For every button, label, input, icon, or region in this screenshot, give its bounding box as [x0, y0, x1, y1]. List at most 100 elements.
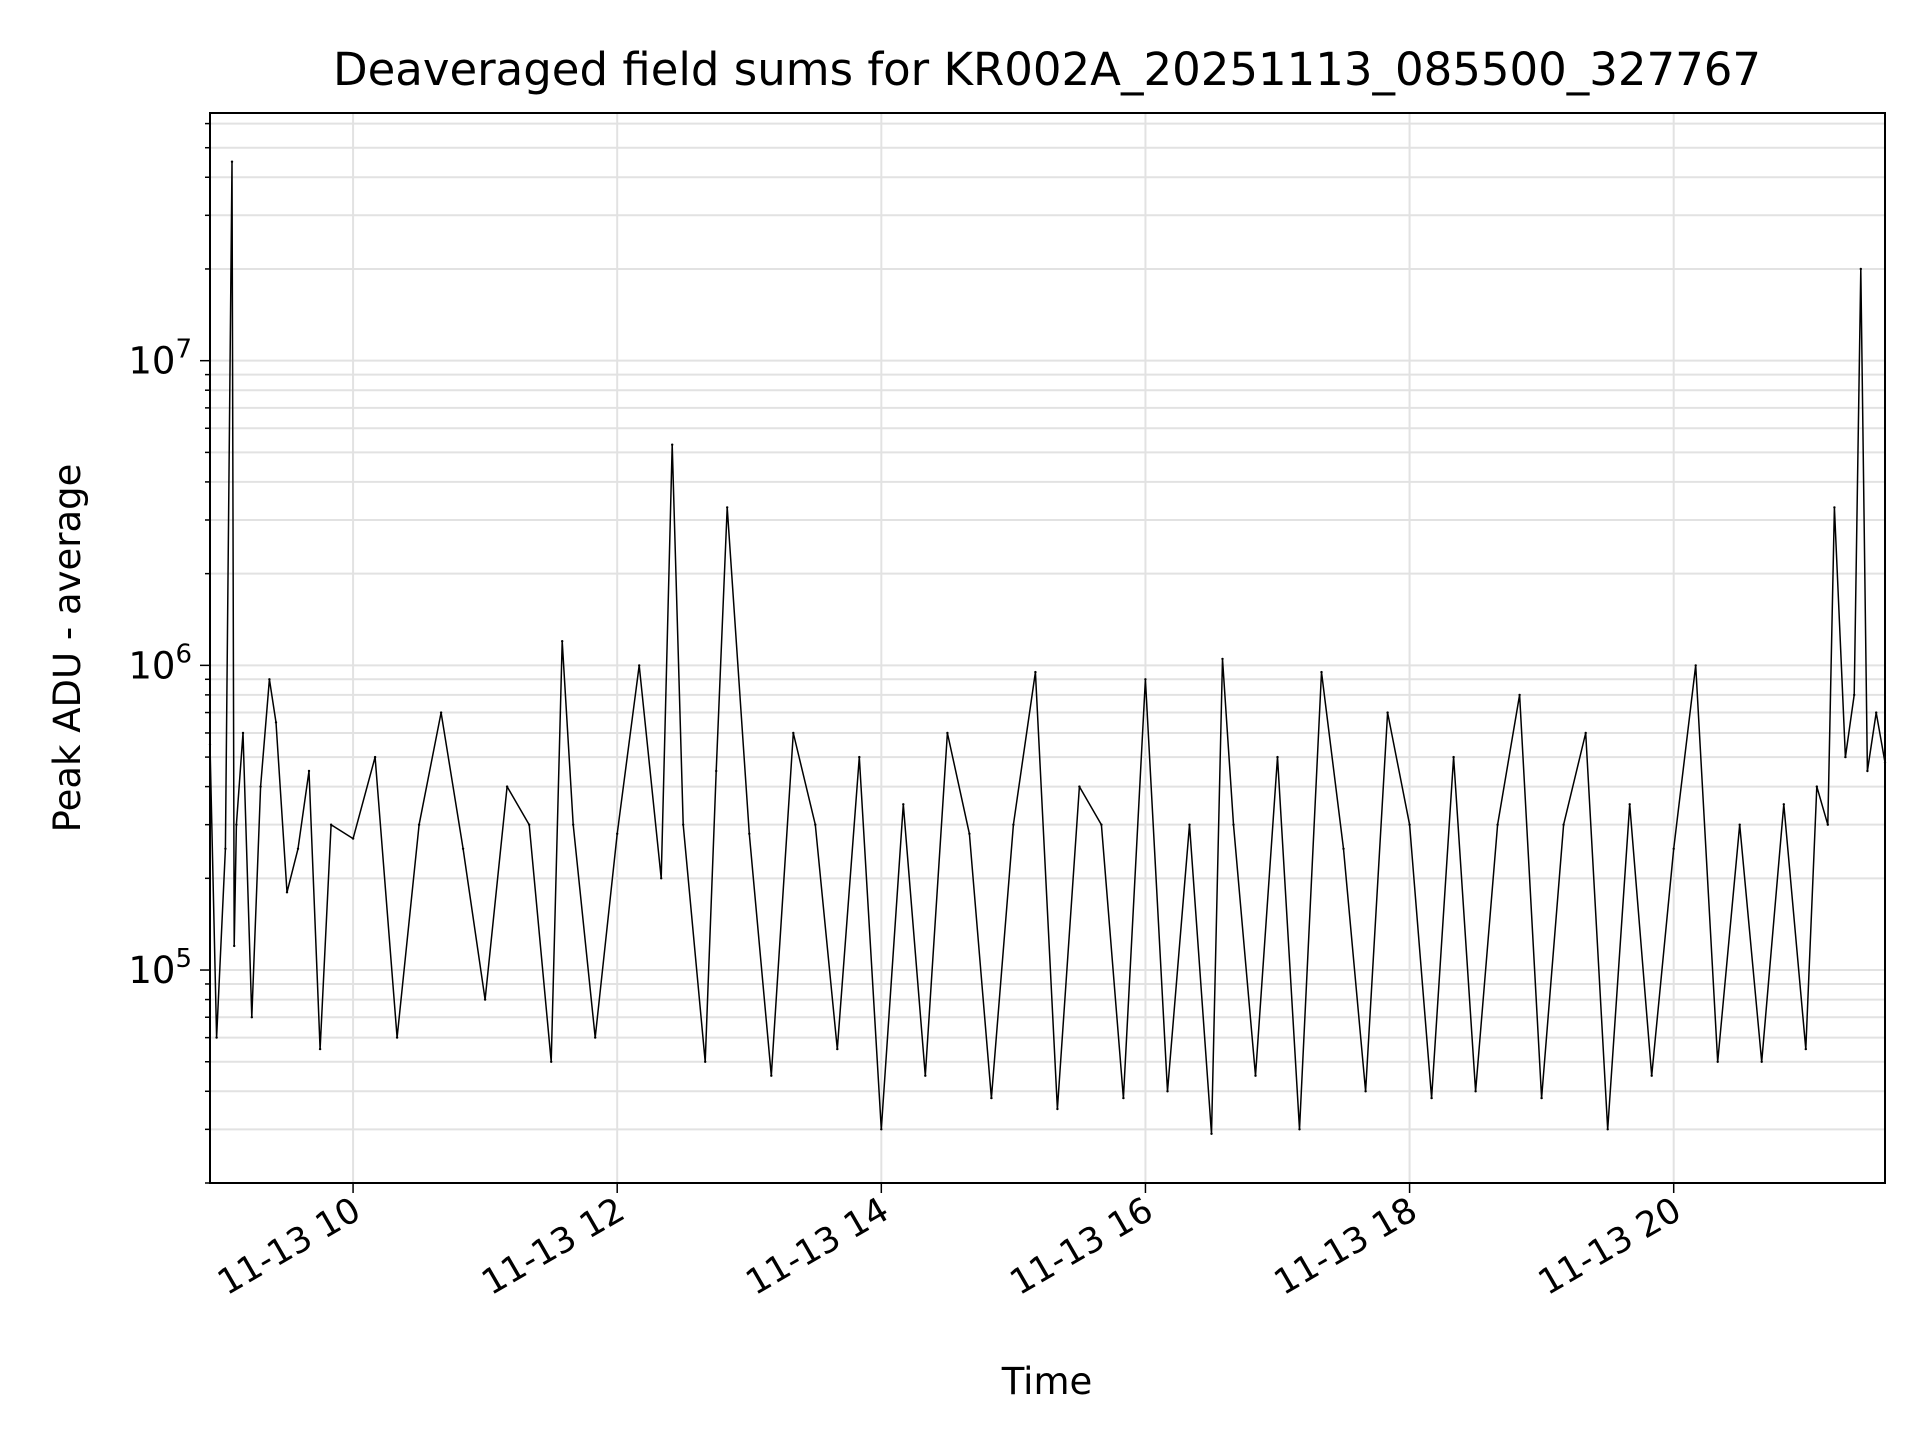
data-point	[572, 823, 575, 826]
data-point	[1815, 785, 1819, 788]
data-point	[233, 944, 236, 948]
data-point	[1782, 803, 1786, 806]
x-axis: 11-13 10 11-13 12 11-13 14 11-13 16 11-13 18…	[211, 1183, 1688, 1303]
data-point	[329, 823, 333, 826]
data-point	[1100, 823, 1103, 826]
data-point	[1760, 1060, 1763, 1064]
data-point	[230, 160, 234, 163]
data-point	[550, 1060, 553, 1064]
data-point	[1254, 1074, 1257, 1077]
y-tick-base: 10	[128, 949, 175, 992]
data-point	[814, 823, 817, 826]
data-point	[1320, 670, 1323, 674]
plot-frame	[209, 112, 1886, 1184]
data-point	[792, 731, 795, 735]
data-point	[638, 664, 641, 667]
data-point	[880, 1128, 883, 1131]
y-tick-base: 10	[128, 340, 175, 383]
data-point	[1694, 664, 1697, 667]
y-tick-label: 107	[128, 335, 192, 383]
data-point	[968, 832, 971, 835]
data-point	[1144, 678, 1147, 681]
data-point	[1408, 823, 1411, 826]
data-point	[1496, 823, 1499, 826]
data-point	[1364, 1090, 1367, 1093]
data-point	[1826, 823, 1830, 826]
x-tick-label: 11-13 10	[211, 1190, 367, 1303]
data-point	[1474, 1090, 1477, 1093]
data-point	[715, 769, 718, 773]
data-point	[726, 506, 729, 509]
data-point	[1518, 693, 1521, 697]
data-point	[1866, 769, 1869, 773]
data-point	[770, 1074, 773, 1077]
data-point	[373, 755, 377, 759]
data-point	[1342, 847, 1345, 850]
series-line	[209, 160, 1886, 1135]
data-point	[671, 443, 674, 446]
data-point	[461, 847, 465, 850]
data-point	[1875, 711, 1878, 714]
data-point	[274, 721, 278, 724]
y-tick-exponent: 7	[175, 335, 192, 365]
data-point	[704, 1060, 707, 1064]
data-point	[439, 711, 443, 714]
data-point	[1232, 823, 1235, 826]
data-point	[1716, 1060, 1719, 1064]
data-point	[616, 832, 619, 835]
data-point	[285, 891, 289, 894]
data-point	[296, 847, 300, 850]
data-point	[1844, 755, 1847, 759]
data-point	[1221, 657, 1224, 661]
data-point	[1859, 267, 1863, 271]
data-point	[858, 755, 861, 759]
data-point	[307, 769, 311, 773]
x-axis-label: Time	[1001, 1360, 1093, 1403]
data-point	[268, 678, 271, 681]
data-point	[1386, 711, 1389, 714]
data-point	[1804, 1047, 1808, 1051]
x-tick-label: 11-13 14	[740, 1190, 896, 1303]
data-point	[1540, 1096, 1543, 1100]
data-point	[1452, 755, 1455, 759]
x-tick-label: 11-13 18	[1268, 1190, 1424, 1303]
data-point	[1584, 731, 1587, 735]
data-point	[215, 1036, 218, 1039]
data-point	[1166, 1090, 1169, 1093]
data-point	[1012, 823, 1015, 826]
data-point	[1606, 1128, 1609, 1131]
data-point	[259, 785, 262, 788]
plot-background	[210, 113, 1885, 1183]
data-point	[1276, 755, 1279, 759]
x-tick-label: 11-13 20	[1532, 1190, 1688, 1303]
data-point	[528, 823, 531, 826]
data-point	[318, 1047, 322, 1051]
data-point	[561, 640, 564, 643]
data-point	[1672, 847, 1675, 850]
data-point	[1056, 1107, 1059, 1111]
y-tick-base: 10	[128, 644, 175, 687]
data-point	[1650, 1074, 1653, 1077]
y-tick-label: 105	[128, 944, 192, 992]
data-point	[1738, 823, 1741, 826]
data-point	[351, 837, 355, 840]
data-point	[505, 785, 509, 788]
data-point	[250, 1016, 253, 1019]
grid	[210, 113, 1885, 1184]
y-tick-exponent: 6	[175, 639, 192, 669]
data-point	[660, 877, 663, 880]
data-point	[946, 731, 949, 735]
y-tick-exponent: 5	[175, 944, 192, 974]
data-point	[682, 823, 685, 826]
data-point	[1078, 785, 1081, 788]
data-point	[1853, 693, 1856, 697]
data-point	[235, 823, 238, 826]
x-tick-label: 11-13 16	[1004, 1190, 1160, 1303]
data-point	[1122, 1096, 1125, 1100]
data-point	[748, 832, 751, 835]
data-point	[224, 847, 227, 850]
data-point	[1188, 823, 1191, 826]
y-axis-label: Peak ADU - average	[46, 464, 89, 833]
data-point	[1210, 1132, 1213, 1136]
